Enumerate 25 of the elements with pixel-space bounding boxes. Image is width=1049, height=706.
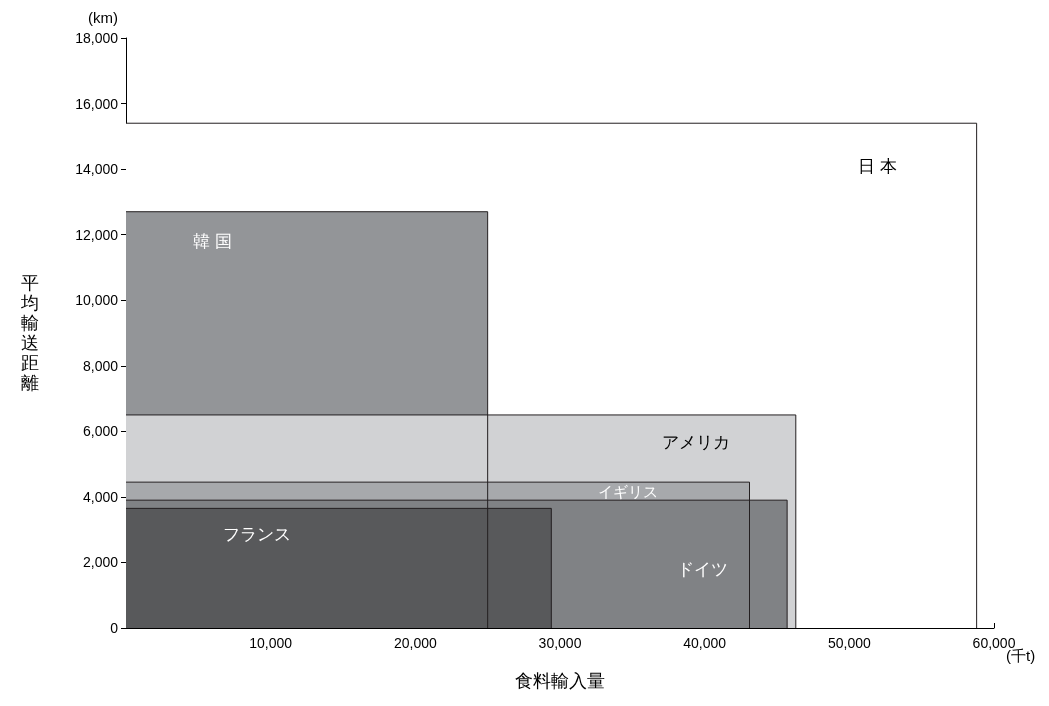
text: (km) bbox=[88, 9, 118, 26]
x-tick-label: 30,000 bbox=[538, 635, 582, 651]
x-tick-label: 20,000 bbox=[393, 635, 437, 651]
y-tick-label: 12,000 bbox=[75, 226, 119, 243]
y-axis-title: 平均輸送距離 bbox=[20, 273, 39, 393]
y-tick-label: 14,000 bbox=[75, 161, 119, 178]
y-tick-label: 2,000 bbox=[82, 554, 119, 571]
x-tick-label: 10,000 bbox=[249, 635, 293, 651]
series-label: イギリス bbox=[597, 482, 658, 500]
y-tick-label: 0 bbox=[110, 620, 119, 636]
x-tick-label: 40,000 bbox=[683, 635, 727, 651]
series-label: ドイツ bbox=[676, 559, 728, 579]
y-tick-label: 8,000 bbox=[82, 357, 119, 374]
series-label: 日 本 bbox=[858, 156, 898, 176]
x-tick-label: 50,000 bbox=[827, 635, 871, 651]
y-tick-label: 16,000 bbox=[75, 95, 119, 112]
series-label: 韓 国 bbox=[193, 232, 233, 252]
text: (千t) bbox=[1006, 647, 1036, 664]
series-label: アメリカ bbox=[661, 433, 730, 453]
y-tick-label: 6,000 bbox=[82, 423, 119, 440]
y-tick-label: 4,000 bbox=[82, 488, 119, 505]
series-label: フランス bbox=[223, 524, 292, 544]
y-tick-label: 18,000 bbox=[75, 30, 119, 46]
y-tick-label: 10,000 bbox=[75, 292, 119, 309]
x-axis-title: 食料輸入量 bbox=[515, 671, 605, 691]
